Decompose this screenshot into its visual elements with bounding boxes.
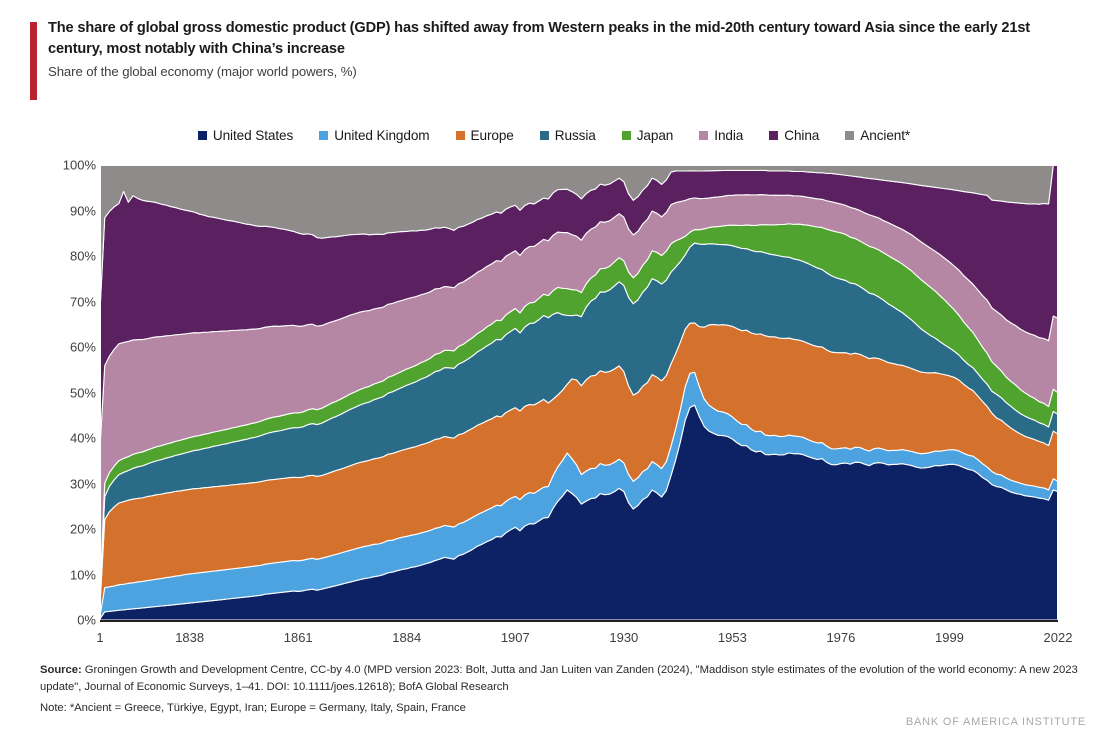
legend-item-label: Ancient*: [860, 128, 911, 143]
legend-item-ancient[interactable]: Ancient*: [845, 128, 910, 143]
y-axis-tick-label: 0%: [77, 612, 96, 628]
legend-item-japan[interactable]: Japan: [621, 128, 674, 143]
x-axis-tick-label: 1861: [283, 630, 313, 645]
y-axis-tick-label: 60%: [69, 339, 96, 355]
chart-legend: United States United Kingdom Europe Russia J…: [0, 128, 1108, 143]
source-text: Groningen Growth and Development Centre,…: [40, 664, 1078, 693]
y-axis-tick-label: 90%: [69, 203, 96, 218]
y-axis-tick-label: 80%: [69, 248, 96, 264]
title-block: The share of global gross domestic produ…: [48, 18, 1080, 79]
note-line: Note: *Ancient = Greece, Türkiye, Egypt,…: [40, 701, 466, 714]
legend-swatch-icon: [455, 131, 465, 140]
legend-item-russia[interactable]: Russia: [539, 128, 596, 143]
plot-wrapper: 0% 10% 20% 30% 40% 50% 60% 70% 80% 90% 100% 1 1838 1…: [0, 157, 1108, 646]
y-axis-tick-label: 40%: [69, 430, 96, 446]
page-title: The share of global gross domestic produ…: [48, 20, 1031, 57]
y-axis-tick-label: 10%: [69, 567, 96, 582]
source-line: Source: Groningen Growth and Development…: [40, 662, 1080, 696]
legend-swatch-icon: [845, 131, 855, 140]
legend-item-label: Japan: [636, 128, 674, 143]
plot-area: [100, 165, 1058, 622]
legend-item-label: Russia: [554, 128, 596, 143]
x-axis-tick-label: 2022: [1043, 630, 1073, 645]
stacked-area-chart: [100, 165, 1058, 620]
legend-item-china[interactable]: China: [769, 128, 819, 143]
header: The share of global gross domestic produ…: [30, 18, 1080, 100]
title-accent-bar: [30, 22, 37, 100]
legend-item-europe[interactable]: Europe: [455, 128, 514, 143]
x-axis: 1 1838 1861 1884 1907 1930 1953 1976 1999 2022: [96, 628, 1072, 650]
y-axis-tick-label: 100%: [62, 157, 96, 173]
y-axis-tick-label: 20%: [69, 521, 96, 537]
legend-swatch-icon: [621, 131, 631, 140]
x-axis-tick-label: 1976: [826, 630, 856, 645]
legend-swatch-icon: [197, 131, 207, 140]
x-axis-tick-label: 1907: [500, 630, 530, 645]
area-series-ancient: [100, 165, 1058, 312]
legend-item-india[interactable]: India: [699, 128, 743, 143]
legend-swatch-icon: [319, 131, 329, 140]
legend-swatch-icon: [699, 131, 709, 140]
y-axis-tick-label: 50%: [69, 385, 96, 400]
legend-item-label: Europe: [470, 128, 514, 143]
y-axis: 0% 10% 20% 30% 40% 50% 60% 70% 80% 90% 100%: [40, 157, 96, 628]
x-axis-tick-label: 1: [96, 630, 104, 645]
footer: Source: Groningen Growth and Development…: [40, 662, 1080, 717]
x-axis-tick-label: 1930: [609, 630, 639, 645]
x-axis-tick-label: 1884: [392, 630, 422, 645]
source-label: Source:: [40, 664, 82, 676]
legend-swatch-icon: [769, 131, 779, 140]
legend-item-label: United Kingdom: [334, 128, 430, 143]
y-axis-tick-label: 70%: [69, 294, 96, 309]
legend-item-label: United States: [212, 128, 294, 143]
x-axis-tick-label: 1838: [175, 630, 205, 645]
x-axis-tick-label: 1953: [717, 630, 747, 645]
chart-subtitle: Share of the global economy (major world…: [48, 64, 357, 80]
x-axis-tick-label: 1999: [934, 630, 964, 645]
brand-wordmark: BANK OF AMERICA INSTITUTE: [905, 716, 1086, 728]
legend-item-united-kingdom[interactable]: United Kingdom: [319, 128, 430, 143]
plot-frame: [100, 165, 1058, 619]
legend-item-label: India: [714, 128, 744, 143]
y-axis-tick-label: 30%: [69, 476, 96, 491]
legend-item-united-states[interactable]: United States: [197, 128, 294, 143]
legend-swatch-icon: [539, 131, 549, 140]
legend-item-label: China: [784, 128, 820, 143]
